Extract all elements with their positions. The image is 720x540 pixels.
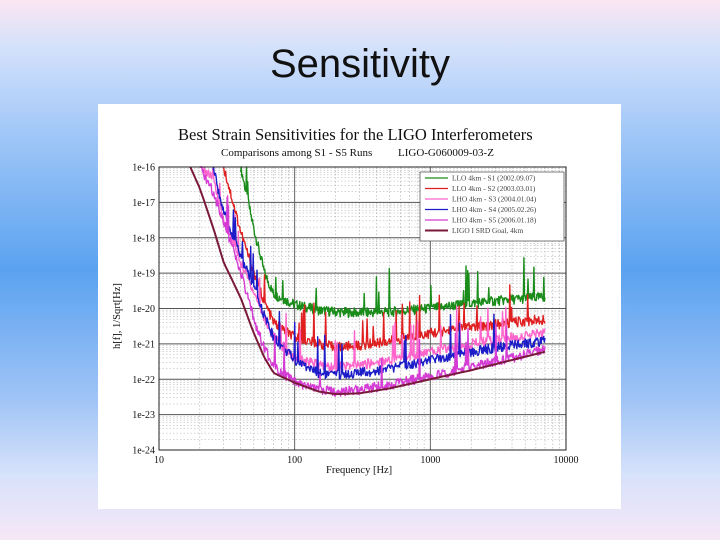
y-tick-label: 1e-20 bbox=[132, 304, 155, 315]
series-line bbox=[199, 166, 546, 397]
series-line bbox=[199, 166, 546, 373]
legend-label: LHO 4km - S3 (2004.01.04) bbox=[452, 195, 537, 204]
chart-figure: Best Strain Sensitivities for the LIGO I… bbox=[98, 104, 621, 509]
x-tick-label: 10000 bbox=[554, 455, 579, 466]
series-line bbox=[189, 166, 546, 396]
y-tick-label: 1e-16 bbox=[132, 163, 155, 174]
series-lines bbox=[189, 166, 546, 397]
y-tick-label: 1e-21 bbox=[132, 339, 155, 350]
chart-subtitle-left: Comparisons among S1 - S5 Runs bbox=[221, 147, 372, 159]
series-line bbox=[240, 166, 546, 319]
y-axis-label: h[f], 1/Sqrt[Hz] bbox=[112, 283, 123, 349]
y-tick-label: 1e-22 bbox=[132, 375, 155, 386]
tick-labels: 10 100 1000 10000 1e-16 1e-17 1e-18 1e-19 1e-20 1… bbox=[132, 163, 578, 467]
y-tick-label: 1e-17 bbox=[132, 198, 155, 209]
legend-label: LLO 4km - S1 (2002.09.07) bbox=[452, 174, 536, 183]
plot-frame bbox=[158, 166, 567, 451]
y-tick-label: 1e-19 bbox=[132, 269, 155, 280]
legend-label: LIGO I SRD Goal, 4km bbox=[452, 226, 523, 235]
x-tick-label: 1000 bbox=[420, 455, 440, 466]
sensitivity-chart: Best Strain Sensitivities for the LIGO I… bbox=[112, 125, 579, 476]
legend: LLO 4km - S1 (2002.09.07)LLO 4km - S2 (2… bbox=[419, 171, 565, 242]
x-tick-label: 100 bbox=[287, 455, 302, 466]
legend-label: LHO 4km - S5 (2006.01.18) bbox=[452, 216, 537, 225]
series-line bbox=[223, 166, 546, 353]
x-axis-label: Frequency [Hz] bbox=[326, 465, 392, 476]
y-tick-label: 1e-23 bbox=[132, 410, 155, 421]
x-tick-label: 10 bbox=[154, 455, 164, 466]
slide-title: Sensitivity bbox=[269, 42, 451, 86]
chart-subtitle-right: LIGO-G060009-03-Z bbox=[398, 147, 494, 159]
legend-label: LLO 4km - S2 (2003.03.01) bbox=[452, 184, 536, 193]
chart-title: Best Strain Sensitivities for the LIGO I… bbox=[178, 125, 533, 144]
y-tick-label: 1e-18 bbox=[132, 233, 155, 244]
legend-label: LHO 4km - S4 (2005.02.26) bbox=[452, 205, 537, 214]
series-line bbox=[212, 166, 546, 380]
y-tick-label: 1e-24 bbox=[132, 446, 155, 457]
